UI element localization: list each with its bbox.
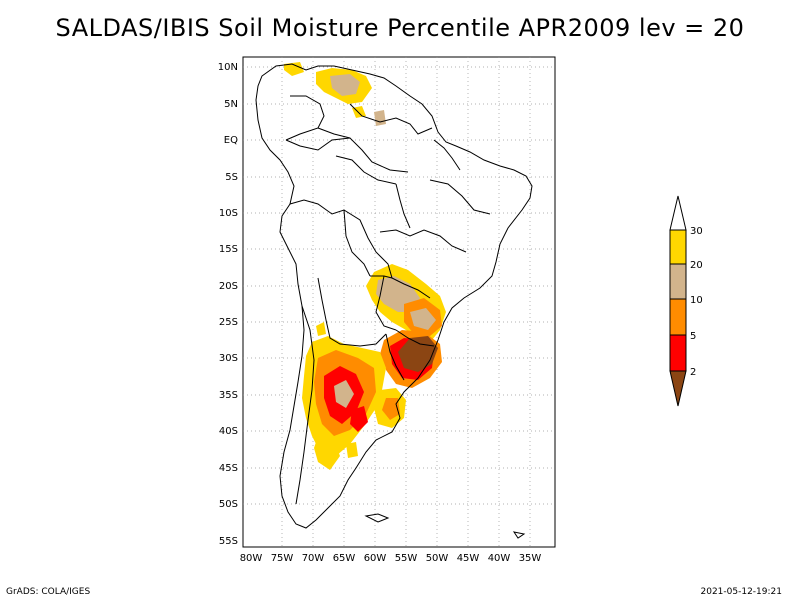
lat-label: 35S — [219, 390, 238, 401]
legend-swatch-20-30 — [669, 229, 687, 265]
lat-label: 50S — [219, 499, 238, 510]
timestamp-label: 2021-05-12-19:21 — [700, 587, 783, 597]
lat-label: 30S — [219, 353, 238, 364]
lon-label: 50W — [426, 553, 449, 564]
legend-swatch-2-5 — [669, 334, 687, 372]
lon-label: 60W — [364, 553, 387, 564]
lat-label: 25S — [219, 317, 238, 328]
lon-label: 75W — [271, 553, 294, 564]
country-borders — [255, 63, 533, 539]
legend-label: 2 — [690, 367, 696, 378]
lat-label: 40S — [219, 426, 238, 437]
lat-label: 45S — [219, 463, 238, 474]
legend-label: 5 — [690, 331, 696, 342]
latitude-labels: 10N 5N EQ 5S 10S 15S 20S 25S 30S 35S 40S… — [218, 62, 238, 547]
longitude-labels: 80W 75W 70W 65W 60W 55W 50W 45W 40W 35W — [240, 553, 542, 564]
credit-label: GrADS: COLA/IGES — [6, 587, 91, 597]
map-title: SALDAS/IBIS Soil Moisture Percentile APR… — [55, 14, 745, 42]
lat-label: 5N — [224, 99, 238, 110]
lon-label: 40W — [488, 553, 511, 564]
legend-bottom-arrow — [669, 370, 687, 407]
lat-label: 20S — [219, 281, 238, 292]
lat-label: 55S — [219, 536, 238, 547]
legend-label: 10 — [690, 295, 703, 306]
lon-label: 65W — [333, 553, 356, 564]
legend-swatch-5-10 — [669, 298, 687, 336]
legend-swatch-10-20 — [669, 263, 687, 300]
lat-label: 5S — [225, 172, 238, 183]
lon-label: 35W — [519, 553, 542, 564]
lat-label: EQ — [224, 135, 238, 146]
lat-label: 10S — [219, 208, 238, 219]
legend-label: 20 — [690, 260, 703, 271]
lat-label: 10N — [218, 62, 238, 73]
lon-label: 55W — [395, 553, 418, 564]
lon-label: 70W — [302, 553, 325, 564]
legend-top-arrow — [669, 195, 687, 231]
lon-label: 45W — [457, 553, 480, 564]
legend-label: 30 — [690, 226, 703, 237]
lon-label: 80W — [240, 553, 263, 564]
color-legend: 30 20 10 5 2 — [669, 195, 703, 407]
lat-label: 15S — [219, 244, 238, 255]
